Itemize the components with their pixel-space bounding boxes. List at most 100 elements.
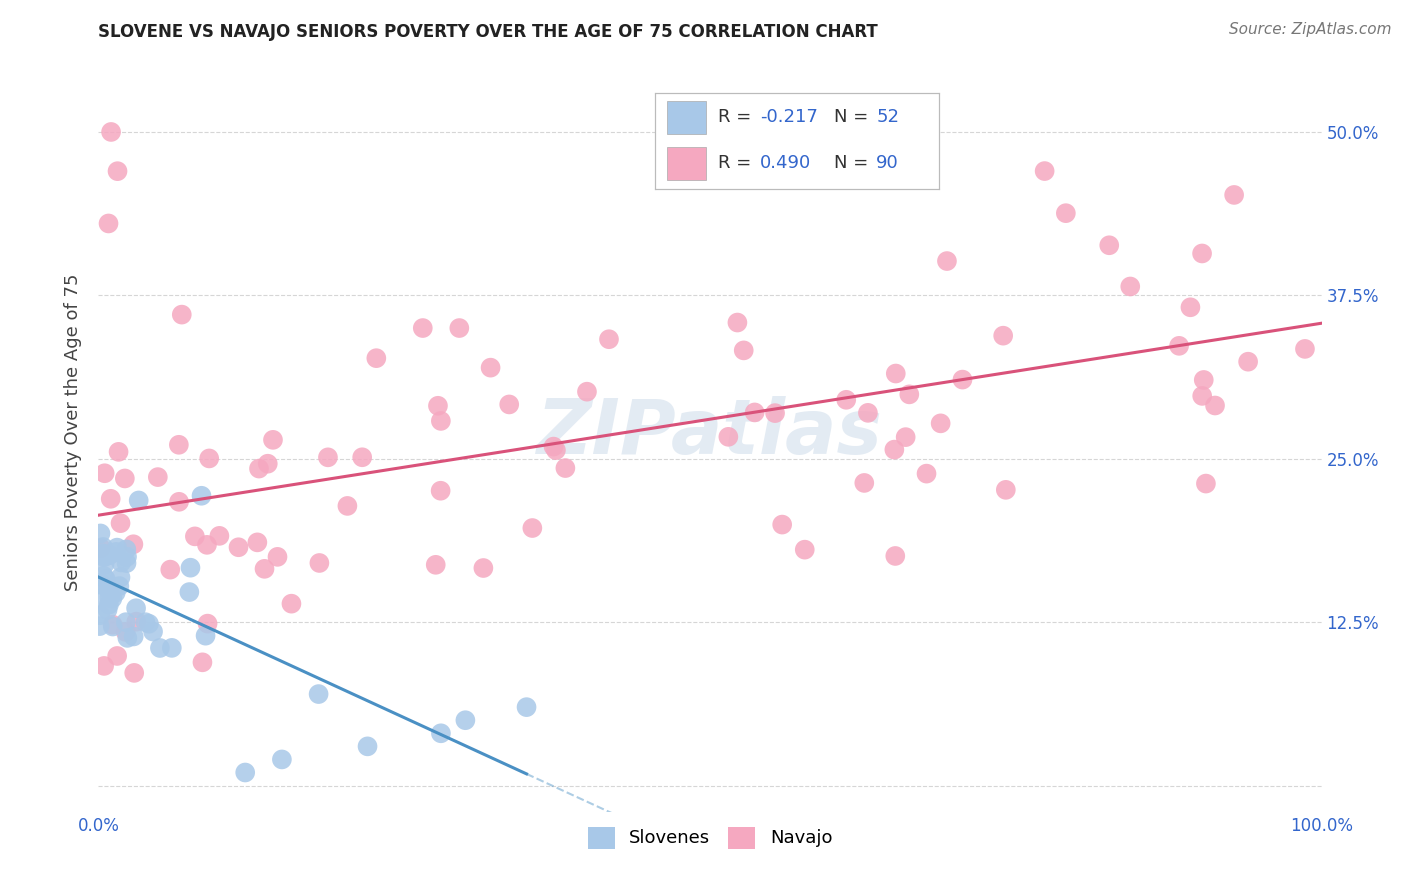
Point <box>138 616 160 631</box>
Point <box>93 550 115 565</box>
Point <box>554 461 576 475</box>
Text: 90: 90 <box>876 154 898 172</box>
Point <box>479 360 502 375</box>
Point <box>1191 389 1213 403</box>
Point <box>498 397 520 411</box>
Point <box>110 516 132 531</box>
Point <box>93 558 115 572</box>
Point <box>101 619 124 633</box>
Point <box>352 450 374 465</box>
Point <box>160 640 183 655</box>
Point <box>89 526 111 541</box>
Point <box>308 687 330 701</box>
Point <box>105 541 128 555</box>
Point <box>167 495 190 509</box>
Point <box>105 545 128 559</box>
Point <box>993 328 1015 343</box>
Point <box>1237 354 1260 368</box>
Point <box>883 442 905 457</box>
Point <box>89 619 111 633</box>
Point <box>194 629 217 643</box>
Point <box>717 430 740 444</box>
Point <box>929 417 952 431</box>
Point <box>146 470 169 484</box>
Point <box>97 603 120 617</box>
Point <box>115 556 138 570</box>
Text: N =: N = <box>834 108 873 127</box>
Point <box>522 521 544 535</box>
Point <box>853 475 876 490</box>
Point <box>733 343 755 358</box>
Point <box>98 583 121 598</box>
Point <box>107 164 129 178</box>
Point <box>100 125 122 139</box>
Point <box>266 549 288 564</box>
Point <box>270 752 294 766</box>
Point <box>115 549 138 564</box>
Bar <box>666 147 706 180</box>
Text: -0.217: -0.217 <box>761 108 818 127</box>
Point <box>93 659 115 673</box>
Point <box>429 483 451 498</box>
Point <box>1119 279 1142 293</box>
Point <box>316 450 339 465</box>
Point <box>105 648 128 663</box>
Point <box>280 597 302 611</box>
Point <box>149 640 172 655</box>
Point <box>167 438 190 452</box>
Point <box>247 461 270 475</box>
Point <box>356 739 378 754</box>
Point <box>98 591 121 605</box>
Point <box>575 384 598 399</box>
Point <box>107 445 129 459</box>
Point <box>1223 188 1246 202</box>
Point <box>104 585 127 599</box>
Point <box>89 592 111 607</box>
Point <box>93 467 115 481</box>
Point <box>336 499 359 513</box>
Text: R =: R = <box>717 108 756 127</box>
Point <box>430 414 453 428</box>
Point <box>114 471 136 485</box>
Point <box>91 540 114 554</box>
Point <box>1098 238 1121 252</box>
Point <box>128 493 150 508</box>
Point <box>770 517 793 532</box>
Point <box>366 351 388 366</box>
Point <box>94 549 117 563</box>
Point <box>1168 339 1191 353</box>
Point <box>110 570 132 584</box>
Point <box>97 217 120 231</box>
Point <box>1195 476 1218 491</box>
Point <box>122 537 145 551</box>
Point <box>744 405 766 419</box>
Point <box>208 529 231 543</box>
Point <box>97 598 120 612</box>
Bar <box>666 101 706 134</box>
Point <box>125 615 148 629</box>
Point <box>515 700 537 714</box>
Legend: Slovenes, Navajo: Slovenes, Navajo <box>581 819 839 855</box>
Point <box>190 489 212 503</box>
Point <box>228 541 250 555</box>
Point <box>725 316 748 330</box>
Point <box>91 546 114 560</box>
Point <box>425 558 447 572</box>
Text: SLOVENE VS NAVAJO SENIORS POVERTY OVER THE AGE OF 75 CORRELATION CHART: SLOVENE VS NAVAJO SENIORS POVERTY OVER T… <box>98 23 879 41</box>
Point <box>430 726 453 740</box>
Point <box>898 387 921 401</box>
Point <box>426 399 449 413</box>
Point <box>197 616 219 631</box>
Point <box>1204 399 1226 413</box>
Point <box>793 542 815 557</box>
Point <box>90 541 112 556</box>
Point <box>994 483 1017 497</box>
Point <box>835 392 858 407</box>
Point <box>256 457 278 471</box>
Point <box>856 406 879 420</box>
Point <box>93 547 115 561</box>
Point <box>114 624 136 639</box>
Point <box>952 373 974 387</box>
Point <box>100 491 122 506</box>
Point <box>763 406 786 420</box>
